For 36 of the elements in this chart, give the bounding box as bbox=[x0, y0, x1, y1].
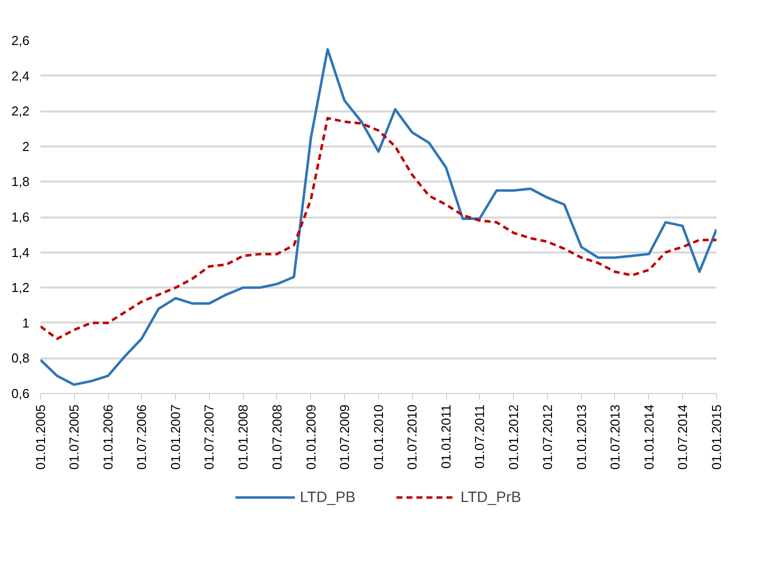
x-tick-label: 01.01.2007 bbox=[168, 404, 184, 470]
legend-label: LTD_PrB bbox=[460, 488, 522, 506]
x-tick-label: 01.01.2006 bbox=[100, 404, 116, 470]
x-tick-label: 01.07.2009 bbox=[336, 404, 352, 470]
y-tick-label: 1 bbox=[22, 315, 30, 330]
x-tick-label: 01.01.2014 bbox=[641, 404, 656, 470]
x-tick-label: 01.07.2007 bbox=[202, 404, 217, 470]
x-tick-label: 01.01.2009 bbox=[303, 404, 318, 470]
y-tick-label: 1,6 bbox=[11, 210, 30, 224]
x-tick-label: 01.01.2010 bbox=[371, 404, 386, 470]
y-tick-label: 0,6 bbox=[11, 386, 30, 401]
x-tick-label: 01.01.2015 bbox=[709, 404, 724, 470]
y-tick-label: 1,8 bbox=[11, 174, 30, 190]
y-tick-label: 2,6 bbox=[11, 33, 30, 48]
x-tick-label: 01.07.2010 bbox=[404, 404, 420, 470]
x-tick-label: 01.07.2006 bbox=[134, 404, 150, 470]
y-tick-label: 0,8 bbox=[11, 350, 30, 366]
y-tick-label: 2,4 bbox=[11, 68, 30, 84]
legend-label: LTD_PB bbox=[300, 488, 356, 506]
line-series bbox=[40, 116, 716, 340]
y-tick-label: 1,2 bbox=[11, 280, 30, 296]
y-tick-label: 2 bbox=[22, 138, 30, 154]
x-tick-label: 01.01.2013 bbox=[574, 404, 589, 470]
x-tick-label: 01.01.2012 bbox=[506, 404, 522, 470]
x-tick-label: 01.07.2013 bbox=[607, 404, 622, 470]
x-tick-label: 01.07.2014 bbox=[674, 404, 690, 470]
x-tick-label: 01.01.2011 bbox=[438, 404, 454, 469]
line-series bbox=[40, 48, 716, 386]
y-tick-label: 2,2 bbox=[11, 104, 30, 119]
x-tick-label: 01.07.2012 bbox=[540, 404, 555, 470]
x-tick-label: 01.07.2011 bbox=[472, 404, 488, 469]
x-tick-label: 01.01.2005 bbox=[33, 404, 48, 470]
x-tick-label: 01.07.2005 bbox=[66, 404, 82, 470]
x-tick-label: 01.01.2008 bbox=[236, 404, 251, 470]
x-tick-label: 01.07.2008 bbox=[269, 404, 284, 470]
y-tick-label: 1,4 bbox=[11, 244, 30, 260]
